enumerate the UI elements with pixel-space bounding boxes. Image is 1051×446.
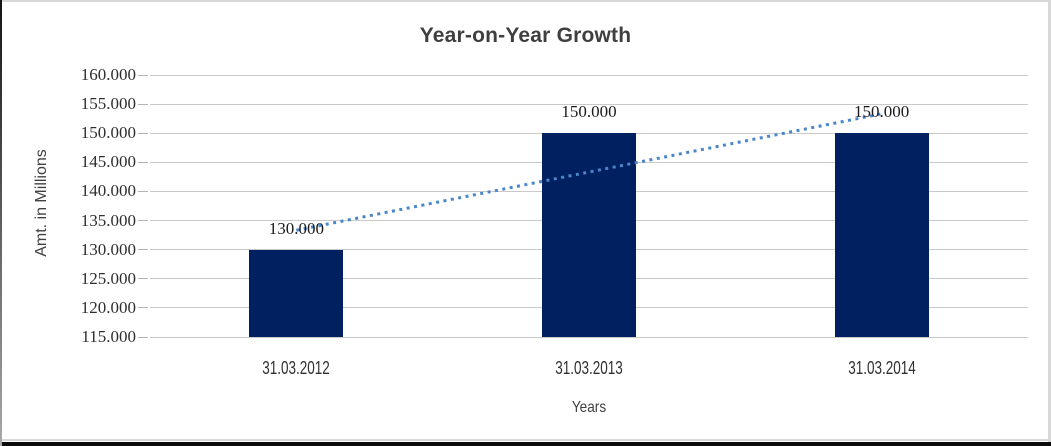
bar-data-label: 130.000 xyxy=(268,218,324,238)
y-axis-tickmark xyxy=(138,161,148,163)
y-axis-tickmark xyxy=(138,307,148,309)
y-axis-tickmark xyxy=(138,249,148,251)
y-axis-tickmark xyxy=(138,220,148,222)
y-tick-label: 155.000 xyxy=(80,94,136,114)
y-axis-tickmark xyxy=(138,278,148,280)
y-tick-label: 130.000 xyxy=(80,239,136,259)
y-tick-label: 140.000 xyxy=(80,181,136,201)
y-tick-label: 160.000 xyxy=(80,65,136,84)
x-axis-title: Years xyxy=(571,399,607,416)
bar xyxy=(834,133,929,337)
y-tick-label: 135.000 xyxy=(80,210,136,230)
y-axis-tickmark xyxy=(138,103,148,105)
y-tick-label: 145.000 xyxy=(80,152,136,172)
y-tick-label: 150.000 xyxy=(80,123,136,143)
gridline xyxy=(150,103,1028,105)
y-tick-label: 120.000 xyxy=(80,297,136,317)
x-category-label: 31.03.2012 xyxy=(262,358,331,378)
frame-border-left xyxy=(0,0,2,446)
y-tick-label: 125.000 xyxy=(80,268,136,288)
screen-bottom-strip xyxy=(0,442,1051,446)
frame-border-bottom xyxy=(0,439,1051,441)
y-axis-tickmark xyxy=(138,132,148,134)
y-axis-tickmark xyxy=(138,74,148,76)
y-axis-tickmark xyxy=(138,336,148,338)
gridline xyxy=(150,74,1028,76)
y-axis-tickmark xyxy=(138,190,148,192)
chart-title: Year-on-Year Growth xyxy=(419,24,632,47)
frame-border-top xyxy=(0,0,1051,2)
bar-data-label: 150.000 xyxy=(561,102,617,122)
y-tick-label: 115.000 xyxy=(81,327,136,346)
x-category-label: 31.03.2014 xyxy=(847,358,916,378)
bar-data-label: 150.000 xyxy=(854,102,910,122)
frame-border-right xyxy=(1048,0,1051,446)
bar xyxy=(249,249,344,337)
x-category-label: 31.03.2013 xyxy=(555,358,623,378)
gridline xyxy=(150,336,1028,338)
